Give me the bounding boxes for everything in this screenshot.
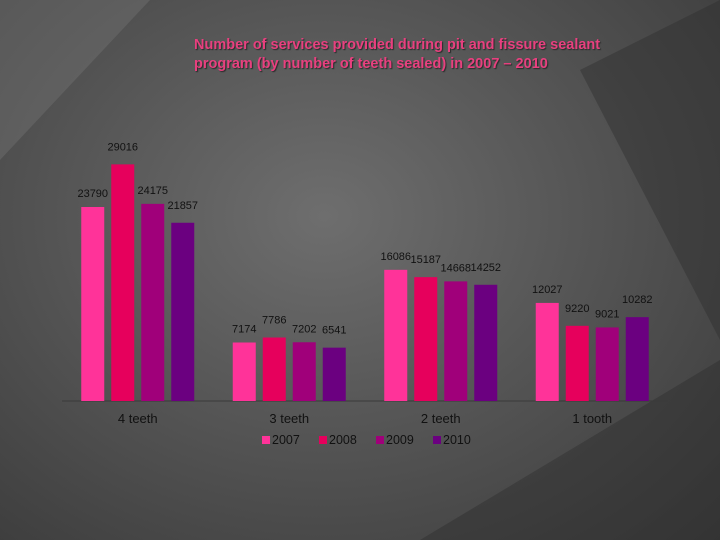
- bar-2010-1: [322, 347, 346, 401]
- legend-swatch-2007: [262, 436, 270, 444]
- data-label-2008-1: 7786: [262, 315, 286, 327]
- legend-label-2009: 2009: [386, 433, 414, 447]
- data-label-2007-3: 12027: [532, 284, 563, 296]
- category-label-2: 2 teeth: [421, 411, 461, 426]
- bar-2008-0: [111, 164, 135, 401]
- data-label-2010-2: 14252: [470, 262, 501, 274]
- bar-2010-3: [625, 317, 649, 401]
- bar-2007-1: [232, 342, 256, 401]
- data-label-2010-3: 10282: [622, 294, 653, 306]
- data-label-2009-1: 7202: [292, 323, 316, 335]
- data-label-2008-0: 29016: [107, 141, 138, 153]
- data-label-2010-0: 21857: [167, 200, 198, 212]
- data-label-2009-2: 14668: [440, 262, 471, 274]
- data-label-2007-1: 7174: [232, 323, 256, 335]
- bar-2008-1: [262, 337, 286, 401]
- chart-title-line-2: program (by number of teeth sealed) in 2…: [194, 56, 548, 72]
- data-label-2008-3: 9220: [565, 303, 589, 315]
- bar-2007-3: [535, 302, 559, 401]
- legend-label-2010: 2010: [443, 433, 471, 447]
- bar-2009-3: [595, 327, 619, 401]
- data-label-2010-1: 6541: [322, 325, 346, 337]
- legend-swatch-2009: [376, 436, 384, 444]
- category-label-3: 1 tooth: [572, 411, 612, 426]
- legend-swatch-2010: [433, 436, 441, 444]
- legend-label-2007: 2007: [272, 433, 300, 447]
- bar-2007-0: [81, 206, 105, 401]
- data-label-2008-2: 15187: [410, 254, 441, 266]
- bar-2009-1: [292, 342, 316, 401]
- chart-title: Number of services provided during pit a…: [194, 36, 694, 74]
- bar-2008-2: [414, 277, 438, 401]
- bar-2010-0: [171, 222, 195, 401]
- bar-2007-2: [384, 269, 408, 401]
- data-label-2009-3: 9021: [595, 308, 619, 320]
- bar-2008-3: [565, 325, 589, 401]
- chart-title-line-1: Number of services provided during pit a…: [194, 37, 601, 53]
- bar-2009-2: [444, 281, 468, 401]
- category-label-1: 3 teeth: [269, 411, 309, 426]
- category-label-0: 4 teeth: [118, 411, 158, 426]
- bar-2010-2: [474, 284, 498, 401]
- bar-2009-0: [141, 203, 165, 401]
- data-label-2009-0: 24175: [137, 185, 168, 197]
- data-label-2007-0: 23790: [77, 188, 108, 200]
- legend-swatch-2008: [319, 436, 327, 444]
- legend-label-2008: 2008: [329, 433, 357, 447]
- data-label-2007-2: 16086: [380, 251, 411, 263]
